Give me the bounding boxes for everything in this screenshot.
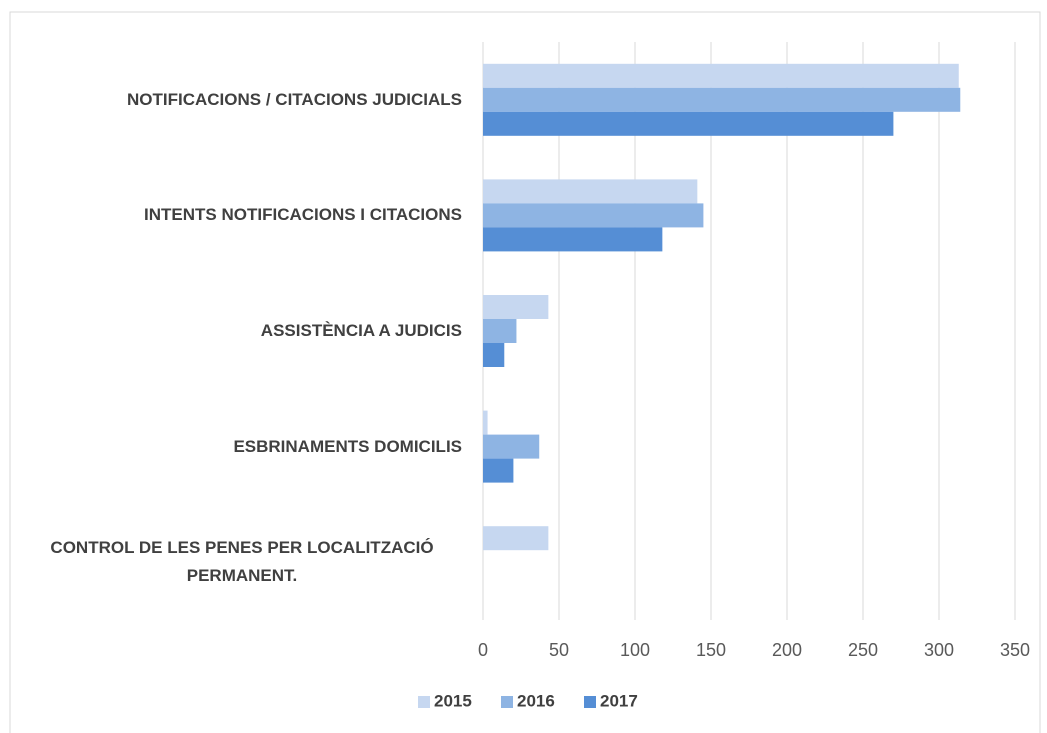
legend-swatch [418, 696, 430, 708]
bar [483, 410, 488, 435]
bar [483, 227, 663, 252]
y-tick-label: INTENTS NOTIFICACIONS I CITACIONS [144, 205, 462, 225]
bar [483, 179, 698, 204]
bar [483, 434, 540, 459]
bar [483, 343, 505, 367]
legend-label: 2017 [600, 691, 638, 710]
bar [483, 203, 704, 228]
y-tick-label: CONTROL DE LES PENES PER LOCALITZACIÓ PE… [50, 538, 434, 586]
x-tick-label: 100 [620, 640, 650, 660]
bar [483, 63, 959, 88]
x-tick-label: 300 [924, 640, 954, 660]
legend-swatch [501, 696, 513, 708]
legend-swatch [584, 696, 596, 708]
x-tick-label: 200 [772, 640, 802, 660]
legend-label: 2016 [517, 691, 555, 710]
bar [483, 87, 961, 112]
x-tick-label: 0 [478, 640, 488, 660]
y-tick-label: ESBRINAMENTS DOMICILIS [233, 436, 462, 456]
bar [483, 458, 514, 483]
x-tick-label: 150 [696, 640, 726, 660]
y-tick-label: NOTIFICACIONS / CITACIONS JUDICIALS [127, 89, 462, 109]
x-tick-label: 50 [549, 640, 569, 660]
bar [483, 295, 549, 319]
bar [483, 526, 549, 551]
x-tick-label: 350 [1000, 640, 1030, 660]
x-tick-label: 250 [848, 640, 878, 660]
chart-border [9, 11, 1041, 733]
legend-label: 2015 [434, 691, 472, 710]
bar [483, 319, 517, 343]
y-tick-label: ASSISTÈNCIA A JUDICIS [260, 321, 462, 340]
bar [483, 111, 894, 136]
